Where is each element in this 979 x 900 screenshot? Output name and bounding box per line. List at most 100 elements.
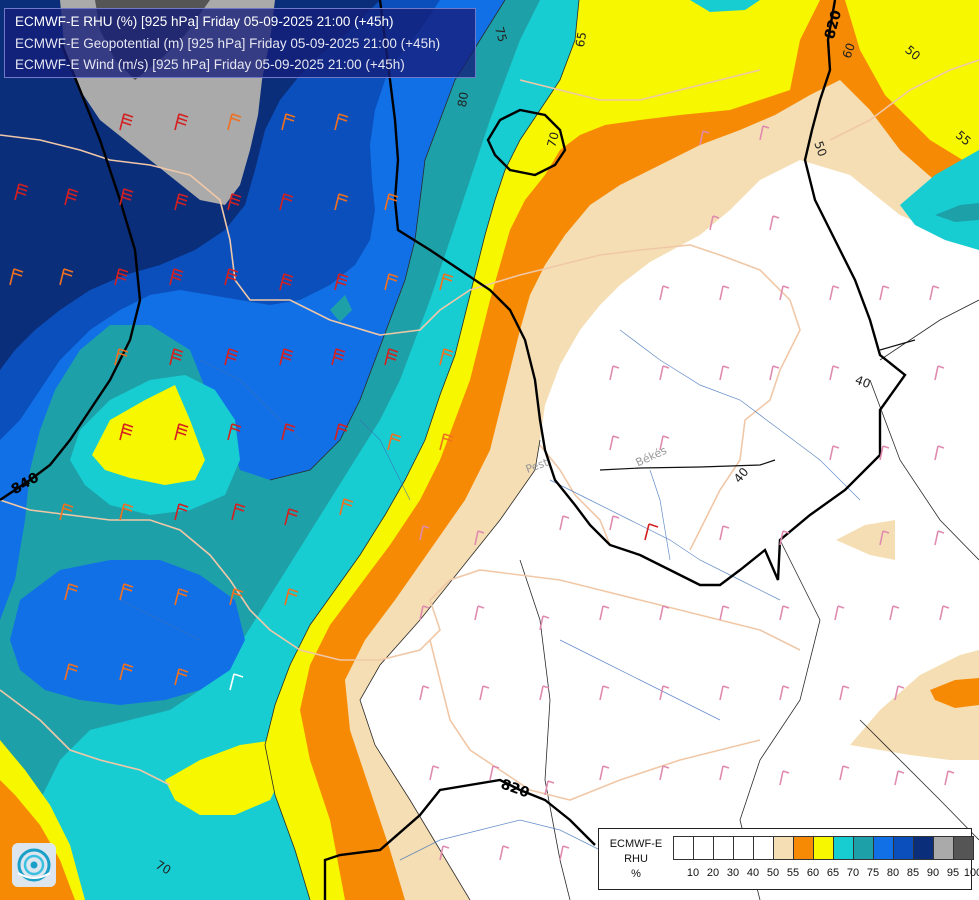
wind-barb-calm [539,685,550,701]
legend-swatch [954,836,974,860]
wind-barb-calm [839,765,850,781]
wind-barb-calm [719,605,730,621]
legend-unit: % [631,868,641,880]
wind-barb-calm [659,765,670,781]
wind-barb [284,508,299,526]
rhu-contour-label: 70 [153,858,173,878]
legend-tick-label: 85 [906,867,920,879]
wind-barb [339,498,354,516]
wind-barb [174,588,189,606]
wind-barb-calm [769,365,780,381]
legend-swatch [854,836,874,860]
geopotential-label: 820 [822,8,845,41]
legend-tick-label: 75 [866,867,880,879]
rhu-patch-yellow [92,385,205,485]
rhu-patch-top-cyan [690,0,760,12]
wind-barb-calm [834,605,845,621]
wind-barb [227,113,242,131]
wind-barb [644,523,659,541]
wind-barb-calm [429,765,440,781]
wind-barb [284,588,299,606]
wind-barb-calm [879,445,890,461]
legend-swatch [794,836,814,860]
rhu-contour-label: 50 [811,139,829,158]
wind-barb-calm [599,685,610,701]
wind-barb-calm [659,435,670,451]
wind-barb [169,348,184,366]
geopotential-contours [0,0,907,900]
rhu-title: ECMWF-E RHU (%) [925 hPa] Friday 05-09-2… [15,14,394,29]
wind-barb-calm [599,605,610,621]
wind-barb-calm [879,530,890,546]
wind-barb [14,183,29,201]
wind-barb-calm [544,780,555,796]
wind-barb-calm [479,685,490,701]
legend-swatch [834,836,854,860]
wind-barb-calm [559,515,570,531]
wind-barb [64,188,79,206]
legend-tick-label: 90 [926,867,940,879]
legend-tick-label: 40 [746,867,760,879]
wind-barb [227,193,242,211]
legend-swatches [673,836,974,860]
wind-barb [334,273,349,291]
wind-barb [331,348,346,366]
legend-swatch [714,836,734,860]
legend-tick-label: 80 [886,867,900,879]
wind-barb [119,113,134,131]
wind-barb [119,583,134,601]
wind-barb-calm [474,605,485,621]
legend-swatch [734,836,754,860]
legend-tick-label: 70 [846,867,860,879]
wind-barb-calm [699,130,710,146]
wind-barb-calm [934,365,945,381]
rhu-patch-ne-cyan [900,150,979,250]
wind-barb-calm [779,770,790,786]
wind-barb [279,193,294,211]
rhu-contour-label: 60 [840,41,858,60]
legend-model: ECMWF-E [609,838,663,850]
wind-barb [59,268,74,286]
legend-swatch [674,836,694,860]
wind-barb [64,583,79,601]
wind-barb [334,423,349,441]
wind-barb-calm [719,765,730,781]
wind-barb [229,588,244,606]
legend-swatch [814,836,834,860]
wind-barb-calm [889,605,900,621]
rhu-patch-se [850,650,979,760]
wind-barb-calm [839,685,850,701]
legend-swatch [754,836,774,860]
rhu-contour-label: 40 [853,373,872,391]
legend-swatch [774,836,794,860]
rhu-contour-label: 70 [544,130,561,148]
wind-barbs [9,113,955,871]
wind-barb [384,273,399,291]
wind-barb-calm [829,285,840,301]
wind-barb [439,433,454,451]
wind-barb-calm [879,285,890,301]
wind-barb [114,348,129,366]
wind-barb-calm [659,365,670,381]
wind-barb [279,273,294,291]
legend-tick-label: 20 [706,867,720,879]
rhu-patch-south-yellow [165,740,285,815]
wind-barb-calm [419,685,430,701]
legend-title: ECMWF-E RHU % [603,837,669,882]
rhu-patch-ne-teal [935,203,979,222]
legend-tick-label: 55 [786,867,800,879]
geopotential-title: ECMWF-E Geopotential (m) [925 hPa] Frida… [15,36,441,51]
ecmwf-logo-icon [12,843,56,887]
wind-barb-calm [719,685,730,701]
wind-barb-calm [474,530,485,546]
wind-barb-calm [719,285,730,301]
wind-barb [439,348,454,366]
wind-barb-calm [489,765,500,781]
wind-barb [169,268,184,286]
rhu-contour-label: 75 [492,25,509,43]
map-title-box: ECMWF-E RHU (%) [925 hPa] Friday 05-09-2… [4,8,476,78]
wind-barb-calm [759,125,770,141]
wind-barb-calm [769,215,780,231]
wind-barb [334,193,349,211]
